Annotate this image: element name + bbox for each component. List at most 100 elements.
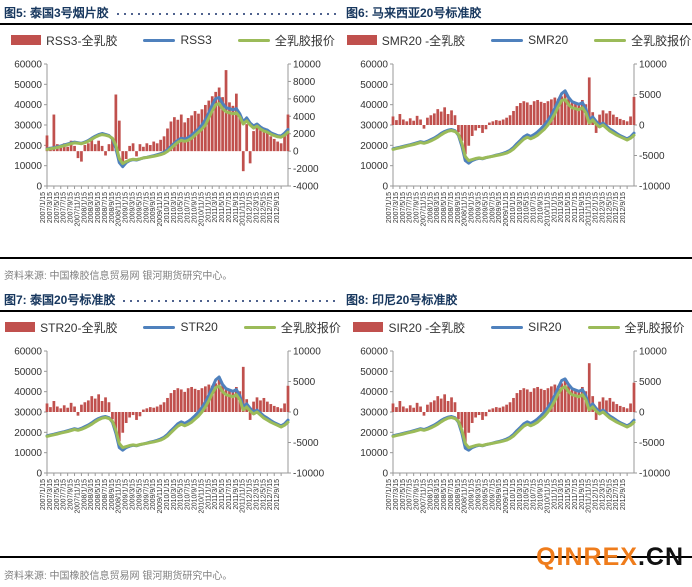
svg-text:2010/9/15: 2010/9/15 — [191, 479, 198, 510]
section2-header-row: 图7: 泰国20号标准胶 图8: 印尼20号标准胶 — [0, 287, 692, 309]
divider-line — [0, 310, 692, 312]
svg-text:2011/1/15: 2011/1/15 — [205, 192, 212, 223]
svg-text:2009/7/15: 2009/7/15 — [143, 192, 150, 223]
svg-text:60000: 60000 — [14, 60, 42, 71]
divider-line — [0, 556, 692, 558]
svg-text:2011/9/15: 2011/9/15 — [233, 192, 240, 223]
svg-text:0: 0 — [293, 147, 299, 158]
svg-text:2008/1/15: 2008/1/15 — [81, 479, 88, 510]
svg-text:2010/1/15: 2010/1/15 — [164, 192, 171, 223]
legend-item: 全乳胶报价 — [594, 32, 691, 49]
svg-text:2010/5/15: 2010/5/15 — [524, 192, 531, 223]
svg-text:2007/9/15: 2007/9/15 — [414, 479, 421, 510]
svg-text:2007/3/15: 2007/3/15 — [47, 479, 54, 510]
svg-text:2011/1/15: 2011/1/15 — [551, 479, 558, 510]
legend-line-swatch-icon — [587, 325, 620, 329]
svg-text:2011/9/15: 2011/9/15 — [579, 192, 586, 223]
svg-text:2007/11/15: 2007/11/15 — [420, 479, 427, 514]
svg-text:2009/5/15: 2009/5/15 — [482, 479, 489, 510]
divider-line — [0, 23, 692, 25]
svg-text:-2000: -2000 — [293, 164, 319, 175]
svg-text:2011/5/15: 2011/5/15 — [219, 192, 226, 223]
svg-text:0: 0 — [639, 121, 645, 132]
legend-label: STR20-全乳胶 — [40, 320, 118, 335]
svg-text:2010/1/15: 2010/1/15 — [164, 479, 171, 510]
chart-canvas: 0100002000030000400005000060000-10000-50… — [14, 347, 324, 514]
svg-text:2009/7/15: 2009/7/15 — [489, 479, 496, 510]
svg-text:2011/9/15: 2011/9/15 — [233, 479, 240, 510]
svg-text:2012/1/15: 2012/1/15 — [247, 479, 254, 510]
svg-text:2007/1/15: 2007/1/15 — [40, 192, 47, 223]
svg-text:0: 0 — [382, 469, 388, 480]
svg-text:2007/3/15: 2007/3/15 — [393, 192, 400, 223]
legend-line-swatch-icon — [491, 38, 524, 42]
svg-text:2012/9/15: 2012/9/15 — [274, 479, 281, 510]
svg-text:2011/1/15: 2011/1/15 — [551, 192, 558, 223]
svg-text:2010/1/15: 2010/1/15 — [510, 479, 517, 510]
svg-text:2010/7/15: 2010/7/15 — [531, 479, 538, 510]
svg-text:-4000: -4000 — [293, 182, 319, 193]
svg-text:20000: 20000 — [14, 428, 42, 439]
svg-text:2009/3/15: 2009/3/15 — [130, 479, 137, 510]
svg-text:2010/11/15: 2010/11/15 — [544, 479, 551, 514]
dotted-leader — [116, 12, 338, 15]
svg-text:40000: 40000 — [360, 387, 388, 398]
svg-text:2010/7/15: 2010/7/15 — [185, 479, 192, 510]
svg-text:2012/3/15: 2012/3/15 — [599, 192, 606, 223]
svg-text:2009/1/15: 2009/1/15 — [469, 479, 476, 510]
svg-text:2010/7/15: 2010/7/15 — [531, 192, 538, 223]
svg-text:2007/3/15: 2007/3/15 — [393, 479, 400, 510]
section1-left-header: 图5: 泰国3号烟片胶 — [4, 4, 346, 21]
svg-text:2010/3/15: 2010/3/15 — [171, 192, 178, 223]
legend-item: 全乳胶报价 — [243, 319, 341, 336]
svg-text:2000: 2000 — [293, 129, 316, 140]
legend-label: 全乳胶报价 — [631, 33, 692, 48]
svg-text:2007/11/15: 2007/11/15 — [74, 192, 81, 227]
svg-text:10000: 10000 — [360, 448, 388, 459]
svg-text:2009/11/15: 2009/11/15 — [157, 192, 164, 227]
svg-text:-10000: -10000 — [639, 182, 671, 193]
svg-text:30000: 30000 — [14, 121, 42, 132]
svg-text:-10000: -10000 — [639, 469, 671, 480]
svg-text:2010/5/15: 2010/5/15 — [524, 479, 531, 510]
svg-text:10000: 10000 — [293, 347, 321, 358]
svg-text:2009/3/15: 2009/3/15 — [476, 479, 483, 510]
svg-text:10000: 10000 — [14, 161, 42, 172]
svg-text:2008/3/15: 2008/3/15 — [434, 479, 441, 510]
chart-canvas: 0100002000030000400005000060000-10000-50… — [360, 347, 671, 514]
charts-row-top: RSS3-全乳胶 RSS3 全乳胶报价 0 10000 20000 30000 40000 50… — [0, 26, 692, 256]
svg-text:2012/3/15: 2012/3/15 — [253, 192, 260, 223]
legend-label: SIR20 — [528, 320, 562, 334]
section2-left-header: 图7: 泰国20号标准胶 — [4, 291, 346, 308]
svg-text:0: 0 — [639, 408, 645, 419]
svg-text:10000: 10000 — [360, 161, 388, 172]
svg-text:2012/1/15: 2012/1/15 — [593, 192, 600, 223]
legend-label: 全乳胶报价 — [624, 320, 685, 335]
legend-item: SIR20 — [491, 320, 562, 334]
svg-text:2010/1/15: 2010/1/15 — [510, 192, 517, 223]
svg-text:2011/11/15: 2011/11/15 — [240, 479, 247, 513]
svg-text:2011/3/15: 2011/3/15 — [558, 479, 565, 510]
svg-text:2009/9/15: 2009/9/15 — [150, 479, 157, 510]
svg-text:2007/7/15: 2007/7/15 — [61, 192, 68, 223]
svg-text:2009/1/15: 2009/1/15 — [123, 192, 130, 223]
svg-text:2010/5/15: 2010/5/15 — [178, 192, 185, 223]
chart-smr20: SMR20 -全乳胶 SMR20 全乳胶报价 0 10000 20000 30000 4000… — [346, 26, 692, 256]
svg-text:8000: 8000 — [293, 77, 316, 88]
svg-text:2012/7/15: 2012/7/15 — [613, 192, 620, 223]
svg-text:2011/5/15: 2011/5/15 — [565, 479, 572, 510]
svg-text:2008/9/15: 2008/9/15 — [455, 479, 462, 510]
svg-text:2008/11/15: 2008/11/15 — [462, 192, 469, 227]
legend-line-swatch-icon — [237, 38, 270, 42]
svg-text:2010/3/15: 2010/3/15 — [171, 479, 178, 510]
svg-text:2007/7/15: 2007/7/15 — [61, 479, 68, 510]
svg-text:2007/1/15: 2007/1/15 — [40, 479, 47, 510]
svg-text:2008/7/15: 2008/7/15 — [448, 479, 455, 510]
svg-text:50000: 50000 — [14, 367, 42, 378]
footer: QINREX.CN 资料来源: 中国橡胶信息贸易网 银河期货研究中心。 — [0, 543, 692, 587]
svg-text:2008/3/15: 2008/3/15 — [88, 192, 95, 223]
svg-text:2007/9/15: 2007/9/15 — [68, 479, 75, 510]
chart7-title: 图7: 泰国20号标准胶 — [4, 292, 116, 307]
svg-text:60000: 60000 — [360, 347, 388, 358]
legend-line-swatch-icon — [594, 38, 627, 42]
